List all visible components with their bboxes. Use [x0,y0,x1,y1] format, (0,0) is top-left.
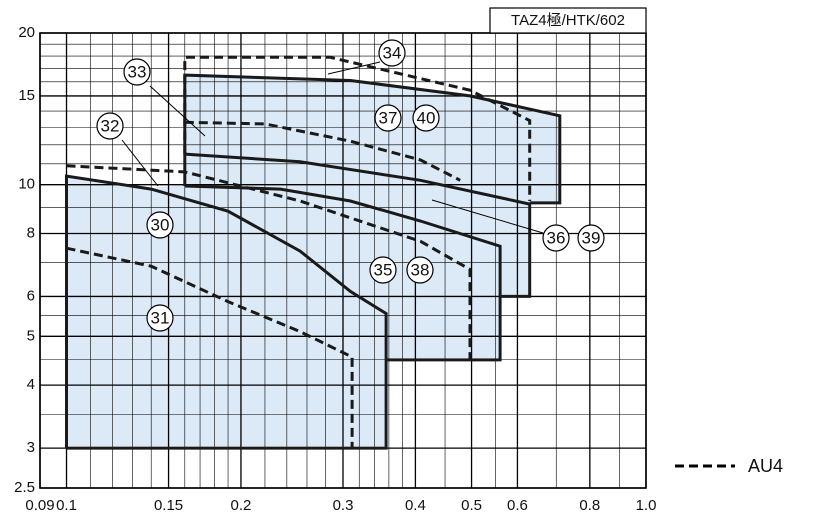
annotation-circle [577,224,605,252]
annotation: 40 [417,108,436,127]
annotation-circle [542,224,570,252]
annotation: 31 [151,308,170,327]
annotation: 30 [151,215,170,234]
annotation: 33 [128,62,147,81]
region-outline [66,246,354,449]
legend-label: AU4 [748,456,783,476]
regions [65,55,562,450]
annotation: 35 [374,260,393,279]
y-tick-label: 8 [27,224,35,241]
annotation: 32 [101,116,120,135]
header-box [489,7,647,34]
x-tick-label: 0.3 [333,497,354,514]
annotation-circle [406,256,434,284]
x-tick-label: 0.09 [25,497,54,514]
x-tick-label: 0.6 [507,497,528,514]
x-tick-label: 0.1 [56,497,77,514]
tick-labels: 0.09 0.1 0.15 0.2 0.3 0.4 0.5 0.6 0.8 1.02.534568… [14,24,656,514]
leader-line [327,61,381,75]
annotation-circle [96,112,124,140]
y-tick-label: 15 [18,87,35,104]
region-outline [183,55,532,201]
annotation-circle [146,211,174,239]
annotation: 38 [411,260,430,279]
region-outline [66,164,472,360]
annotation-circle [374,104,402,132]
region-outline [184,120,461,182]
x-tick-label: 0.4 [405,497,426,514]
x-tick-label: 0.5 [461,497,482,514]
annotation-circle [412,104,440,132]
annotations: 30 31 32 33 34 35 38 36 39 37 40 [96,39,605,332]
annotation-circle [369,256,397,284]
y-tick-label: 10 [18,176,35,193]
x-tick-label: 0.15 [154,497,183,514]
annotation-circle [123,58,151,86]
leader-line [149,85,206,137]
annotation: 36 [547,228,566,247]
x-tick-label: 0.2 [231,497,252,514]
leader-line [431,199,544,234]
header: TAZ4極/HTK/602 [511,12,625,29]
region-outline [184,184,502,362]
annotation: 34 [383,43,402,62]
y-tick-label: 2.5 [14,479,35,496]
y-tick-label: 20 [18,24,35,41]
x-tick-label: 1.0 [636,497,657,514]
y-tick-label: 4 [27,376,35,393]
annotation: 39 [582,228,601,247]
region-outline [183,73,562,205]
y-tick-label: 6 [27,287,35,304]
plot-frame [39,32,647,489]
region-outline [184,152,532,298]
x-tick-label: 0.8 [579,497,600,514]
y-tick-label: 3 [27,439,35,456]
leader-line [121,139,159,187]
annotation: 37 [379,108,398,127]
y-tick-label: 5 [27,327,35,344]
region-outline [65,174,388,450]
annotation-circle [378,39,406,67]
annotation-circle [146,304,174,332]
